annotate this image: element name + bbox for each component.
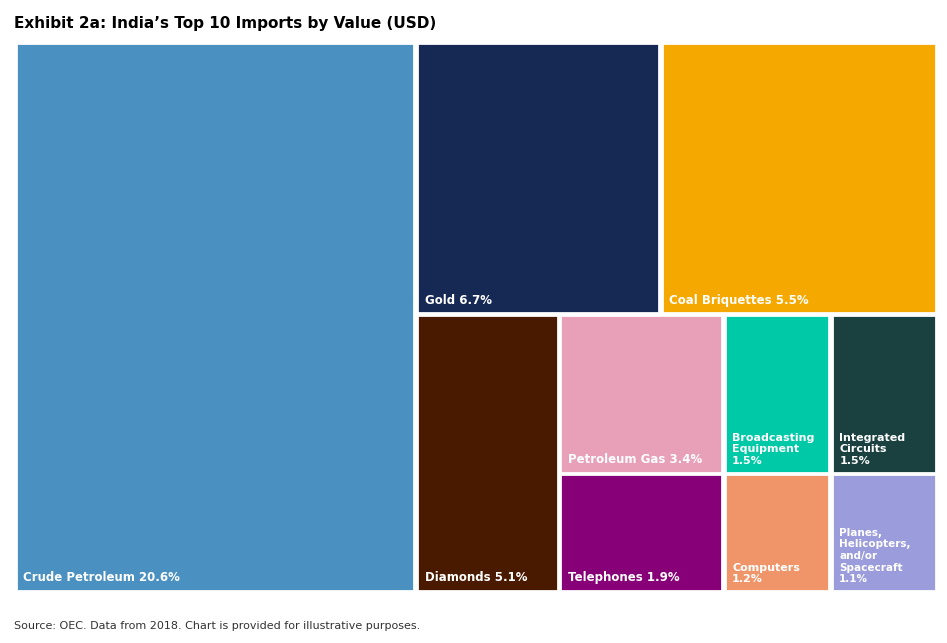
Bar: [418, 315, 558, 591]
Bar: [831, 474, 937, 591]
Bar: [15, 42, 415, 591]
Text: Source: OEC. Data from 2018. Chart is provided for illustrative purposes.: Source: OEC. Data from 2018. Chart is pr…: [14, 621, 420, 631]
Bar: [724, 315, 829, 473]
Text: Crude Petroleum 20.6%: Crude Petroleum 20.6%: [23, 571, 180, 584]
Bar: [561, 315, 722, 473]
Text: Telephones 1.9%: Telephones 1.9%: [568, 571, 679, 584]
Text: Broadcasting
Equipment
1.5%: Broadcasting Equipment 1.5%: [732, 433, 814, 466]
Text: Gold 6.7%: Gold 6.7%: [424, 293, 491, 307]
Text: Diamonds 5.1%: Diamonds 5.1%: [424, 571, 527, 584]
Text: Exhibit 2a: India’s Top 10 Imports by Value (USD): Exhibit 2a: India’s Top 10 Imports by Va…: [14, 16, 437, 31]
Text: Computers
1.2%: Computers 1.2%: [732, 563, 800, 584]
Text: Planes,
Helicopters,
and/or
Spacecraft
1.1%: Planes, Helicopters, and/or Spacecraft 1…: [839, 528, 911, 584]
Text: Coal Briquettes 5.5%: Coal Briquettes 5.5%: [670, 293, 809, 307]
Bar: [418, 42, 659, 313]
Bar: [831, 315, 937, 473]
Text: Integrated
Circuits
1.5%: Integrated Circuits 1.5%: [839, 433, 905, 466]
Bar: [561, 474, 722, 591]
Bar: [662, 42, 937, 313]
Text: Petroleum Gas 3.4%: Petroleum Gas 3.4%: [568, 453, 702, 466]
Bar: [724, 474, 829, 591]
